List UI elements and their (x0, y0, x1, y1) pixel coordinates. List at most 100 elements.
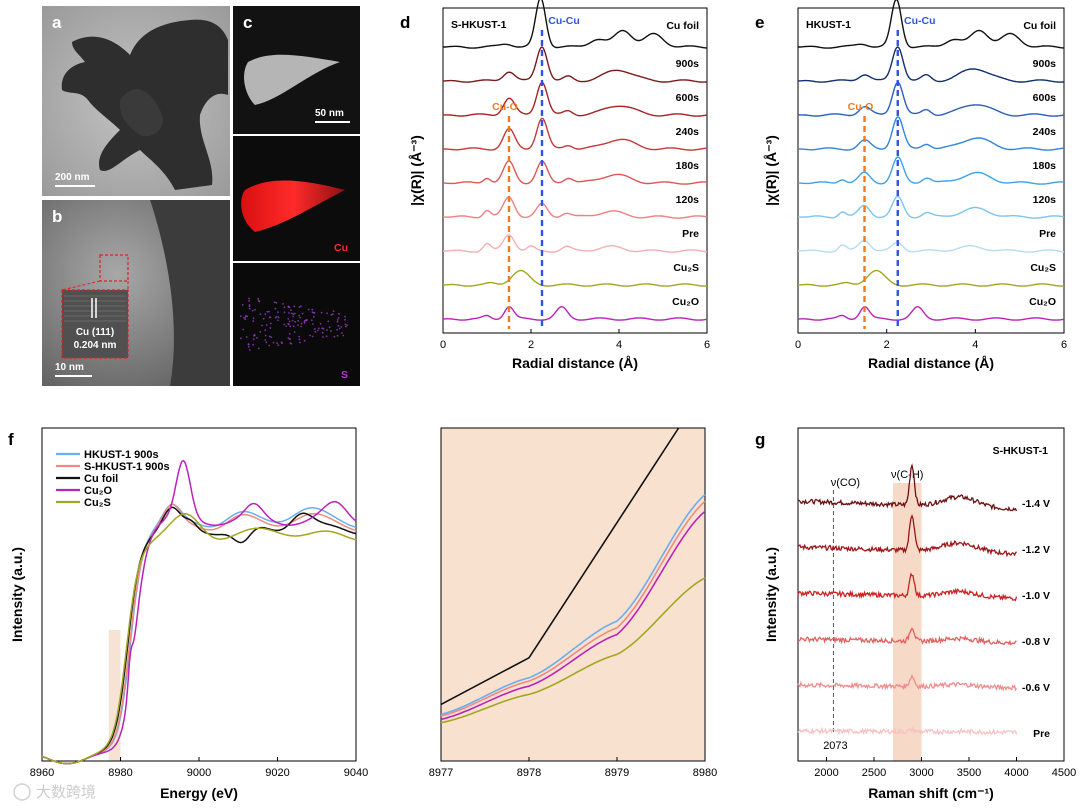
chart-d-frame (442, 7, 708, 334)
s-signal-dot (337, 324, 340, 327)
series-line-cu2o (442, 305, 708, 321)
series-label: Pre (1039, 228, 1056, 240)
s-signal-dot (310, 319, 313, 322)
s-signal-dot (252, 338, 255, 341)
s-signal-dot (301, 312, 304, 315)
series-label: Cu foil (666, 20, 699, 32)
series-label: 900s (1033, 58, 1057, 70)
s-signal-dot (262, 317, 265, 320)
s-signal-dot (292, 313, 295, 315)
s-signal-dot (288, 332, 291, 335)
s-signal-dot (283, 311, 286, 314)
chart-f-xtick-label: 9000 (187, 767, 211, 779)
raman-line (797, 673, 1018, 692)
watermark-text: 大数跨境 (36, 783, 96, 801)
s-signal-dot (318, 327, 320, 330)
xanes-line (41, 506, 357, 765)
chart-f-zoom: 8977 8978 8979 8980 (429, 427, 717, 779)
s-signal-dot (268, 344, 271, 347)
zoom-line-left (61, 280, 101, 291)
s-signal-dot (344, 315, 346, 318)
s-signal-dot (273, 301, 276, 304)
s-signal-dot (287, 306, 290, 308)
s-signal-dot (240, 337, 242, 340)
legend-label: S-HKUST-1 900s (84, 461, 170, 473)
s-signal-dot (248, 307, 251, 310)
s-signal-dot (290, 312, 293, 315)
chart-e-xtick-label: 0 (795, 339, 801, 351)
s-signal-dot (269, 327, 272, 329)
chart-fz-xtick-label: 8979 (605, 767, 629, 779)
raman-line (797, 572, 1018, 602)
s-signal-dot (293, 331, 296, 333)
s-signal-dot (320, 311, 323, 314)
s-signal-dot (297, 320, 299, 322)
s-signal-dot (254, 308, 256, 311)
series-line-600s (797, 81, 1065, 117)
cu-map-label: Cu (334, 242, 348, 254)
s-signal-dot (248, 300, 251, 302)
legend-label: Cu₂S (84, 497, 111, 509)
s-signal-dot (298, 338, 301, 341)
ch-band (893, 483, 922, 761)
chart-e-xtick-label: 4 (972, 339, 978, 351)
zoom-line (440, 500, 706, 717)
s-signal-dot (346, 324, 348, 327)
chart-g: 2000 2500 3000 3500 4000 4500 ν(C-H) ν(CO) 2073 -… (763, 427, 1076, 801)
zoom-line (440, 427, 680, 706)
series-line-900s (442, 46, 708, 83)
zoom-line (440, 510, 706, 721)
s-signal-dot (269, 316, 272, 318)
panel-letter-c: c (243, 13, 252, 32)
s-signal-dot (285, 325, 287, 327)
s-signal-dot (288, 338, 291, 340)
s-signal-dot (270, 336, 273, 338)
zoom-line (440, 494, 706, 716)
s-signal-dot (265, 324, 268, 326)
s-signal-dot (275, 301, 278, 304)
s-signal-dot (344, 325, 347, 328)
chart-d: 0 2 4 6 Cu foil 900s 600s 240s 180s 120s Pre Cu₂S Cu… (408, 0, 710, 371)
series-line-180s (442, 160, 708, 185)
s-signal-dot (333, 335, 336, 338)
s-signal-dot (290, 309, 292, 311)
s-signal-dot (243, 317, 245, 319)
s-signal-dot (276, 342, 279, 345)
s-signal-dot (259, 313, 262, 316)
s-signal-dot (319, 322, 322, 325)
series-label: 120s (676, 194, 700, 206)
s-signal-dot (252, 320, 255, 322)
s-signal-dot (338, 312, 340, 315)
raman-series-label: -1.2 V (1022, 544, 1050, 556)
s-signal-dot (264, 313, 267, 316)
scale-label-c: 50 nm (315, 108, 344, 119)
s-signal-dot (326, 312, 328, 315)
raman-line (797, 463, 1018, 512)
panel-letter-a: a (52, 13, 62, 32)
s-signal-dot (325, 335, 328, 338)
s-signal-dot (311, 308, 314, 311)
s-signal-dot (331, 313, 334, 316)
scale-label-a: 200 nm (55, 172, 90, 183)
dark-region (150, 200, 230, 386)
s-signal-dot (275, 315, 278, 318)
chart-g-xtick-label: 2000 (814, 767, 838, 779)
s-signal-dot (330, 314, 333, 316)
s-map (233, 263, 360, 386)
s-signal-dot (247, 343, 250, 346)
s-signal-dot (300, 325, 303, 328)
s-signal-dot (266, 310, 269, 313)
s-signal-dot (288, 320, 291, 323)
s-map-signal (239, 297, 348, 351)
x-axis-label: Raman shift (cm⁻¹) (868, 785, 994, 801)
series-label: 240s (1033, 126, 1057, 138)
s-signal-dot (328, 326, 331, 329)
raman-line (797, 514, 1018, 558)
s-signal-dot (289, 325, 292, 328)
chart-d-xtick-label: 2 (528, 339, 534, 351)
s-signal-dot (294, 320, 297, 323)
chart-d-xtick-label: 6 (704, 339, 710, 351)
raman-line (797, 725, 1018, 736)
s-signal-dot (321, 331, 324, 334)
